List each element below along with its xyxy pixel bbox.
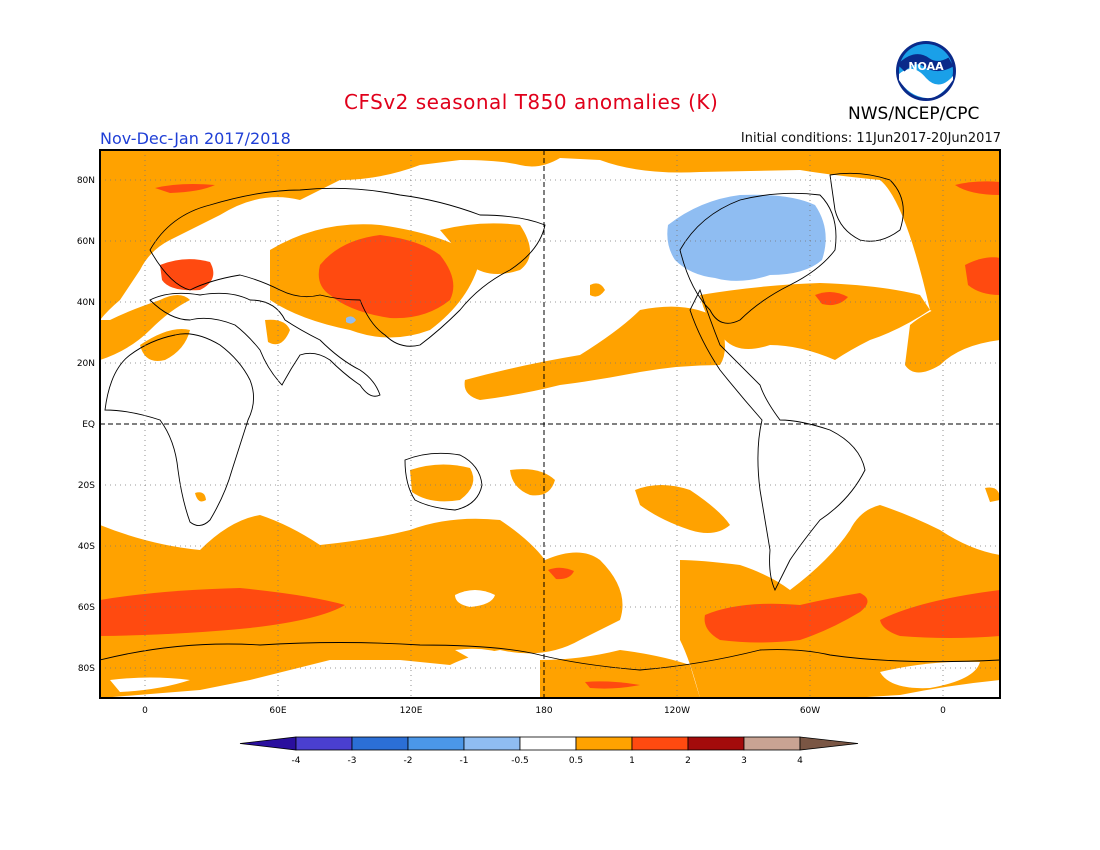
colorbar-tick-label: -3: [348, 756, 357, 766]
colorbar-swatch: [295, 736, 353, 751]
noaa-logo: NOAA: [896, 41, 956, 101]
colorbar-tick-label: -4: [292, 756, 301, 766]
anomaly-region-cold: [346, 194, 826, 324]
colorbar-swatch: [519, 736, 577, 751]
lon-label: 120E: [400, 706, 423, 716]
colorbar-tick-label: -1: [460, 756, 469, 766]
longitude-labels: 0 60E 120E 180 120W 60W 0: [142, 706, 946, 716]
lat-label: 60S: [78, 603, 95, 613]
colorbar: -4 -3 -2 -1 -0.5 0.5 1 2 3 4: [239, 736, 859, 766]
colorbar-tick-label: -0.5: [511, 756, 529, 766]
anomaly-region-hot: [100, 181, 1000, 689]
latitude-labels: 80N 60N 40N 20N EQ 20S 40S 60S 80S: [77, 176, 95, 674]
colorbar-tick-label: 3: [741, 756, 747, 766]
coastlines: [100, 172, 1000, 671]
lat-label: 40S: [78, 542, 95, 552]
colorbar-tick-label: 4: [797, 756, 803, 766]
lon-label: 180: [535, 706, 552, 716]
colorbar-swatch: [407, 736, 465, 751]
gridlines: [100, 150, 1000, 698]
lat-label: 20S: [78, 481, 95, 491]
noaa-logo-text: NOAA: [908, 60, 944, 73]
lon-label: 0: [940, 706, 946, 716]
anomaly-fields: [100, 150, 1000, 698]
colorbar-arrow-high: [799, 736, 859, 751]
colorbar-arrow-low: [239, 736, 297, 751]
colorbar-swatch: [687, 736, 745, 751]
lat-label: 80N: [77, 176, 95, 186]
colorbar-swatch: [463, 736, 521, 751]
lat-label: 60N: [77, 237, 95, 247]
lat-label: 80S: [78, 664, 95, 674]
lat-label: 20N: [77, 359, 95, 369]
colorbar-swatch: [575, 736, 633, 751]
lat-label: EQ: [82, 420, 95, 430]
colorbar-tick-label: 2: [685, 756, 691, 766]
colorbar-swatch: [743, 736, 801, 751]
colorbar-tick-label: 1: [629, 756, 635, 766]
colorbar-swatch: [351, 736, 409, 751]
colorbar-swatch: [631, 736, 689, 751]
map-frame: [99, 149, 1001, 699]
lon-label: 0: [142, 706, 148, 716]
initial-conditions: Initial conditions: 11Jun2017-20Jun2017: [740, 131, 1001, 146]
forecast-period: Nov-Dec-Jan 2017/2018: [100, 129, 291, 148]
lon-label: 120W: [664, 706, 690, 716]
lon-label: 60W: [800, 706, 820, 716]
colorbar-tick-label: 0.5: [569, 756, 583, 766]
map-title: CFSv2 seasonal T850 anomalies (K): [344, 90, 719, 114]
lat-label: 40N: [77, 298, 95, 308]
lon-label: 60E: [269, 706, 286, 716]
agency-label: NWS/NCEP/CPC: [848, 104, 980, 124]
colorbar-tick-label: -2: [404, 756, 413, 766]
